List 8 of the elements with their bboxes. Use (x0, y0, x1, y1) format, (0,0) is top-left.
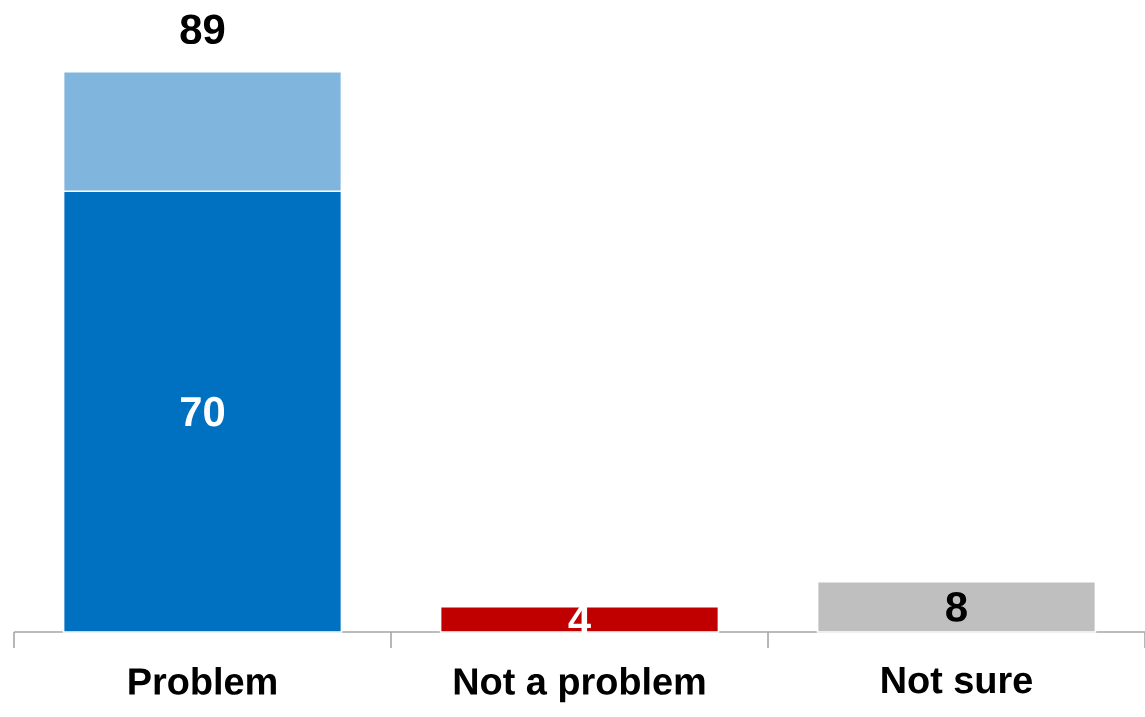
bar (439, 606, 720, 633)
total-label: 89 (180, 14, 225, 45)
bar (816, 580, 1097, 633)
x-tick-label: Not a problem (454, 667, 705, 703)
data-label: 8 (946, 592, 967, 622)
data-label: 70 (181, 396, 225, 427)
x-tick-label: Problem (129, 667, 276, 695)
x-tick-label: Not sure (882, 667, 1032, 694)
